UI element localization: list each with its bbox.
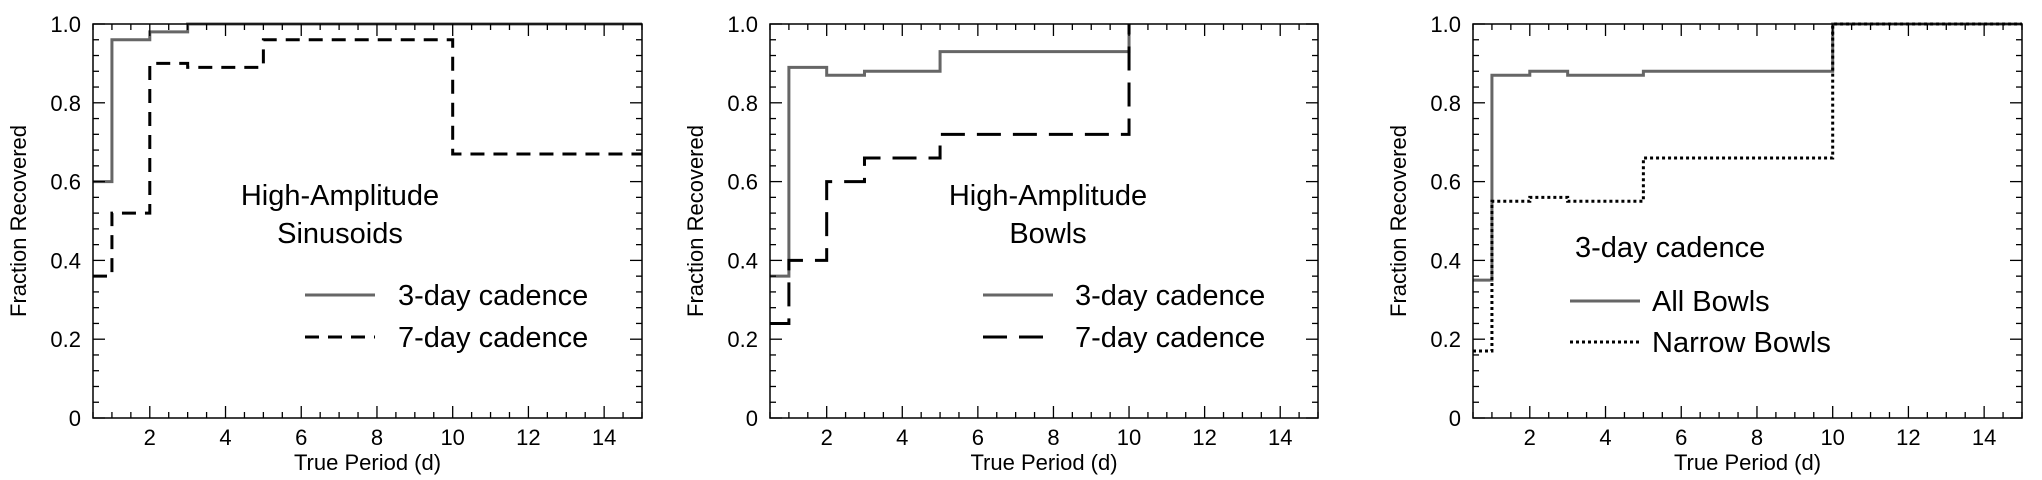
legend-label: 7-day cadence <box>398 322 588 354</box>
y-tick-label: 0.6 <box>727 170 758 195</box>
x-axis-label: True Period (d) <box>294 450 441 475</box>
y-tick-label: 0.8 <box>1430 91 1461 116</box>
legend-label: 3-day cadence <box>398 280 588 312</box>
plot-frame <box>1472 23 2023 419</box>
x-tick-label: 10 <box>1117 425 1141 450</box>
chart-annotation: High-Amplitude <box>949 180 1147 212</box>
y-tick-label: 0 <box>746 406 758 431</box>
chart-annotation: Sinusoids <box>277 218 403 250</box>
y-tick-label: 0.4 <box>50 248 81 273</box>
y-tick-label: 1.0 <box>727 12 758 37</box>
x-tick-label: 10 <box>1820 425 1844 450</box>
x-axis-label: True Period (d) <box>1674 450 1821 475</box>
legend-label: 7-day cadence <box>1075 322 1265 354</box>
y-tick-label: 0.2 <box>1430 327 1461 352</box>
x-tick-label: 14 <box>1972 425 1996 450</box>
legend-label: All Bowls <box>1652 286 1770 318</box>
chart-panel-3: 2 4 6 8 10 12 14 0 0.2 0.4 0.6 0.8 1.0 True Period (d… <box>1386 12 2023 475</box>
x-tick-label: 4 <box>1599 425 1611 450</box>
y-axis-label: Fraction Recovered <box>1386 125 1411 317</box>
x-tick-label: 6 <box>295 425 307 450</box>
y-tick-label: 0.2 <box>50 327 81 352</box>
y-axis-label: Fraction Recovered <box>683 125 708 317</box>
chart-annotation: High-Amplitude <box>241 180 439 212</box>
x-tick-label: 12 <box>1896 425 1920 450</box>
y-tick-label: 1.0 <box>50 12 81 37</box>
x-tick-label: 6 <box>1675 425 1687 450</box>
y-tick-label: 0.4 <box>727 248 758 273</box>
legend-label: Narrow Bowls <box>1652 327 1831 359</box>
series-line-1 <box>93 22 642 184</box>
x-tick-label: 4 <box>896 425 908 450</box>
series-line-2 <box>770 24 1131 325</box>
chart-panel-1: 2 4 6 8 10 12 14 0 0.2 0.4 0.6 0.8 1.0 True Period (d… <box>6 12 643 475</box>
x-tick-label: 2 <box>144 425 156 450</box>
x-axis-label: True Period (d) <box>970 450 1117 475</box>
y-tick-label: 0 <box>1449 406 1461 431</box>
x-tick-label: 12 <box>1192 425 1216 450</box>
plot-frame <box>769 23 1319 419</box>
y-axis-label: Fraction Recovered <box>6 125 31 317</box>
x-tick-label: 2 <box>821 425 833 450</box>
series-line-2 <box>1473 22 2022 353</box>
legend-label: 3-day cadence <box>1075 280 1265 312</box>
x-tick-label: 4 <box>219 425 231 450</box>
plot-frame <box>92 23 643 419</box>
x-tick-label: 8 <box>1751 425 1763 450</box>
y-tick-label: 0.8 <box>50 91 81 116</box>
y-tick-label: 0.8 <box>727 91 758 116</box>
x-tick-label: 14 <box>592 425 616 450</box>
x-tick-label: 10 <box>440 425 464 450</box>
y-tick-label: 0.2 <box>727 327 758 352</box>
chart-annotation: 3-day cadence <box>1575 232 1765 264</box>
y-tick-label: 0.4 <box>1430 248 1461 273</box>
x-tick-label: 8 <box>371 425 383 450</box>
x-tick-label: 8 <box>1047 425 1059 450</box>
x-tick-label: 14 <box>1268 425 1292 450</box>
x-tick-label: 12 <box>516 425 540 450</box>
series-line-2 <box>93 38 642 278</box>
x-tick-label: 2 <box>1524 425 1536 450</box>
chart-panel-2: 2 4 6 8 10 12 14 0 0.2 0.4 0.6 0.8 1.0 True Period (d… <box>683 12 1319 475</box>
x-tick-label: 6 <box>972 425 984 450</box>
y-tick-label: 1.0 <box>1430 12 1461 37</box>
chart-annotation: Bowls <box>1009 218 1086 250</box>
y-tick-label: 0.6 <box>1430 170 1461 195</box>
series-line-1 <box>770 24 1131 278</box>
y-tick-label: 0 <box>69 406 81 431</box>
y-tick-label: 0.6 <box>50 170 81 195</box>
